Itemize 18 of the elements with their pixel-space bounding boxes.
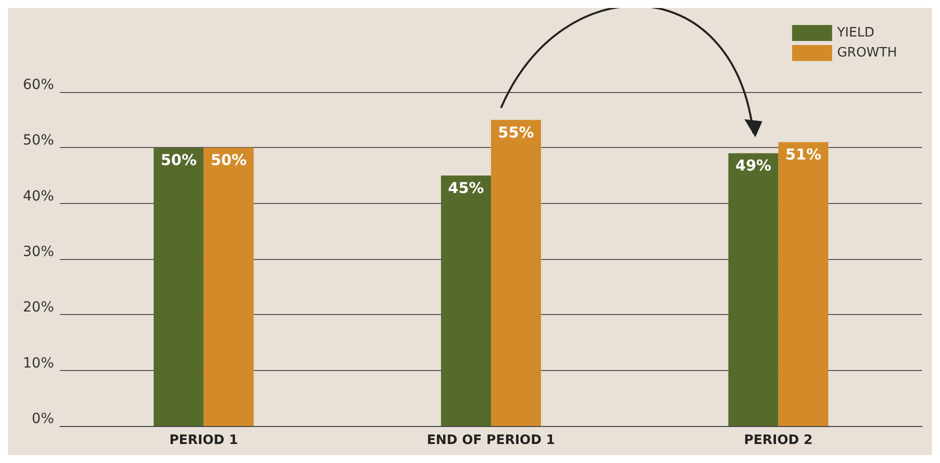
text: 55% [498,123,534,142]
text: 45% [448,179,484,197]
text: 49% [735,156,772,175]
y-tick-label: 10% [22,355,54,372]
x-tick-label: PERIOD 1 [169,433,238,448]
legend-label: GROWTH [837,46,898,60]
x-tick-label: END OF PERIOD 1 [426,433,556,448]
text: 50% [210,151,247,170]
y-tick-label: 20% [22,300,54,316]
y-tick-label: 40% [22,188,54,204]
text: 51% [785,146,822,164]
legend-label: YIELD [836,26,874,40]
text: 50% [160,151,197,170]
y-tick-label: 30% [22,244,54,260]
y-tick-label: 50% [22,132,54,149]
y-tick-label: 60% [22,77,54,93]
x-tick-label: PERIOD 2 [744,433,813,448]
y-tick-label: 0% [32,411,54,427]
